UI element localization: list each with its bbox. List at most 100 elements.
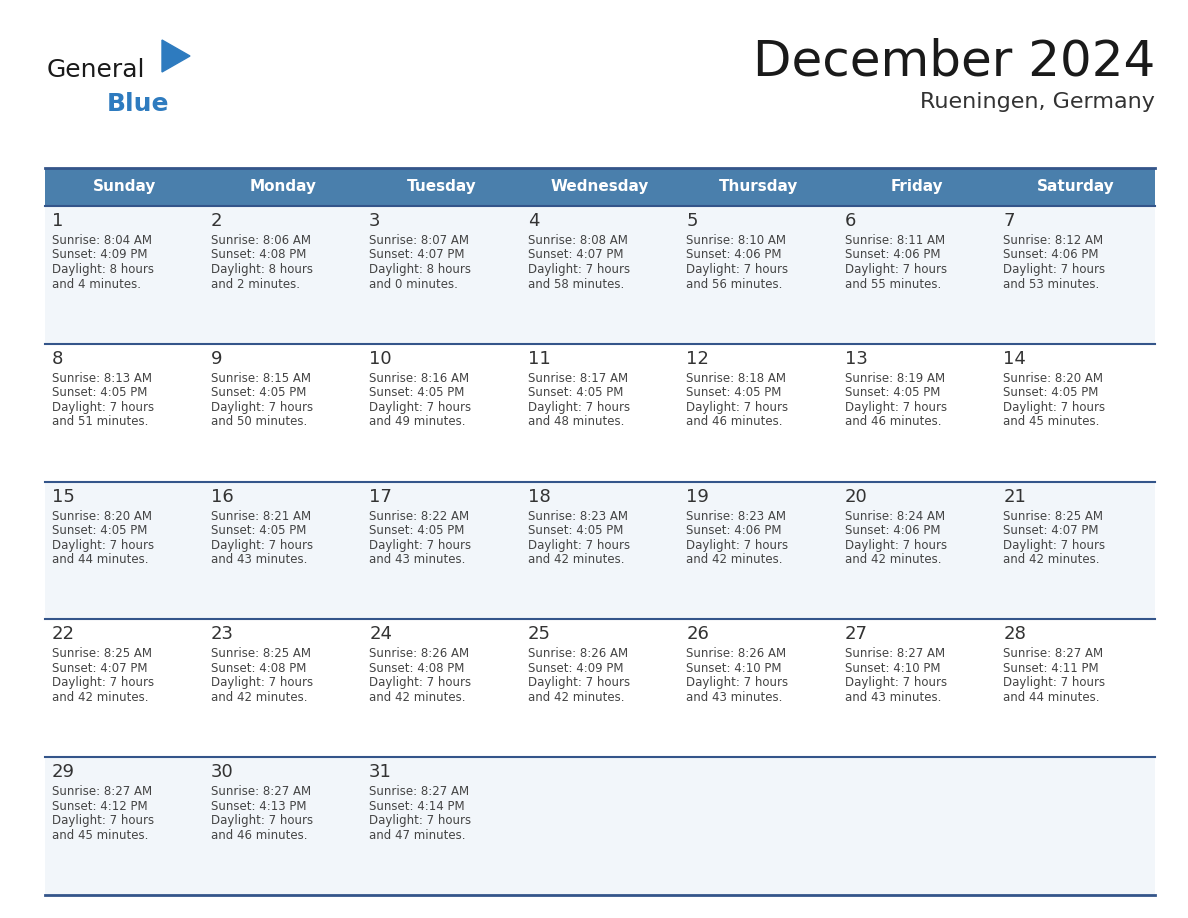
Text: Sunrise: 8:26 AM: Sunrise: 8:26 AM	[687, 647, 786, 660]
Text: Sunset: 4:07 PM: Sunset: 4:07 PM	[369, 249, 465, 262]
Text: Sunset: 4:05 PM: Sunset: 4:05 PM	[845, 386, 940, 399]
Text: and 50 minutes.: and 50 minutes.	[210, 415, 307, 429]
Text: Daylight: 7 hours: Daylight: 7 hours	[1004, 401, 1106, 414]
Text: Sunrise: 8:15 AM: Sunrise: 8:15 AM	[210, 372, 310, 385]
Text: Daylight: 7 hours: Daylight: 7 hours	[527, 677, 630, 689]
Bar	[680, 168, 838, 206]
Text: and 43 minutes.: and 43 minutes.	[210, 554, 307, 566]
Text: 6: 6	[845, 212, 857, 230]
Text: Sunset: 4:05 PM: Sunset: 4:05 PM	[210, 524, 307, 537]
Text: 24: 24	[369, 625, 392, 644]
Text: 1: 1	[52, 212, 63, 230]
Text: Sunrise: 8:27 AM: Sunrise: 8:27 AM	[369, 785, 469, 798]
Text: and 46 minutes.: and 46 minutes.	[687, 415, 783, 429]
Bar	[45, 482, 1155, 620]
Bar	[45, 168, 203, 206]
Text: 26: 26	[687, 625, 709, 644]
Text: Sunset: 4:12 PM: Sunset: 4:12 PM	[52, 800, 147, 812]
Text: Daylight: 7 hours: Daylight: 7 hours	[687, 263, 789, 276]
Text: Daylight: 7 hours: Daylight: 7 hours	[687, 677, 789, 689]
Text: Sunrise: 8:06 AM: Sunrise: 8:06 AM	[210, 234, 310, 247]
Text: 31: 31	[369, 763, 392, 781]
Text: and 47 minutes.: and 47 minutes.	[369, 829, 466, 842]
Text: Sunrise: 8:27 AM: Sunrise: 8:27 AM	[845, 647, 944, 660]
Text: Sunset: 4:06 PM: Sunset: 4:06 PM	[845, 524, 941, 537]
Text: Sunrise: 8:25 AM: Sunrise: 8:25 AM	[210, 647, 310, 660]
Text: and 56 minutes.: and 56 minutes.	[687, 277, 783, 290]
Text: Sunset: 4:05 PM: Sunset: 4:05 PM	[369, 386, 465, 399]
Text: and 45 minutes.: and 45 minutes.	[52, 829, 148, 842]
Text: and 42 minutes.: and 42 minutes.	[369, 691, 466, 704]
Text: Sunrise: 8:11 AM: Sunrise: 8:11 AM	[845, 234, 944, 247]
Text: Sunrise: 8:23 AM: Sunrise: 8:23 AM	[687, 509, 786, 522]
Text: Sunrise: 8:19 AM: Sunrise: 8:19 AM	[845, 372, 944, 385]
Text: Daylight: 8 hours: Daylight: 8 hours	[52, 263, 154, 276]
Text: and 42 minutes.: and 42 minutes.	[845, 554, 941, 566]
Text: December 2024: December 2024	[753, 38, 1155, 86]
Text: Sunrise: 8:20 AM: Sunrise: 8:20 AM	[52, 509, 152, 522]
Text: Sunset: 4:06 PM: Sunset: 4:06 PM	[845, 249, 941, 262]
Text: Sunrise: 8:27 AM: Sunrise: 8:27 AM	[210, 785, 311, 798]
Text: 22: 22	[52, 625, 75, 644]
Text: Sunrise: 8:07 AM: Sunrise: 8:07 AM	[369, 234, 469, 247]
Text: Daylight: 7 hours: Daylight: 7 hours	[369, 814, 472, 827]
Text: Blue: Blue	[107, 92, 170, 116]
Text: and 42 minutes.: and 42 minutes.	[527, 554, 624, 566]
Text: Sunset: 4:05 PM: Sunset: 4:05 PM	[527, 524, 623, 537]
Text: Daylight: 7 hours: Daylight: 7 hours	[845, 263, 947, 276]
Bar	[203, 168, 362, 206]
Text: Daylight: 8 hours: Daylight: 8 hours	[210, 263, 312, 276]
Text: Wednesday: Wednesday	[551, 180, 649, 195]
Text: Daylight: 7 hours: Daylight: 7 hours	[52, 814, 154, 827]
Text: Daylight: 7 hours: Daylight: 7 hours	[527, 401, 630, 414]
Text: Sunday: Sunday	[93, 180, 156, 195]
Text: 23: 23	[210, 625, 234, 644]
Text: and 0 minutes.: and 0 minutes.	[369, 277, 459, 290]
Text: 20: 20	[845, 487, 867, 506]
Text: Daylight: 7 hours: Daylight: 7 hours	[210, 814, 312, 827]
Text: and 55 minutes.: and 55 minutes.	[845, 277, 941, 290]
Text: Thursday: Thursday	[719, 180, 798, 195]
Text: Sunset: 4:10 PM: Sunset: 4:10 PM	[687, 662, 782, 675]
Text: Sunset: 4:05 PM: Sunset: 4:05 PM	[52, 524, 147, 537]
Text: Sunrise: 8:20 AM: Sunrise: 8:20 AM	[1004, 372, 1104, 385]
Text: 15: 15	[52, 487, 75, 506]
Text: and 48 minutes.: and 48 minutes.	[527, 415, 624, 429]
Text: Daylight: 7 hours: Daylight: 7 hours	[369, 401, 472, 414]
Text: Sunrise: 8:27 AM: Sunrise: 8:27 AM	[1004, 647, 1104, 660]
Text: Monday: Monday	[249, 180, 316, 195]
Text: Daylight: 7 hours: Daylight: 7 hours	[52, 539, 154, 552]
Bar	[997, 168, 1155, 206]
Text: 29: 29	[52, 763, 75, 781]
Text: Sunrise: 8:13 AM: Sunrise: 8:13 AM	[52, 372, 152, 385]
Text: 7: 7	[1004, 212, 1015, 230]
Text: Sunrise: 8:04 AM: Sunrise: 8:04 AM	[52, 234, 152, 247]
Text: Sunset: 4:05 PM: Sunset: 4:05 PM	[687, 386, 782, 399]
Text: 9: 9	[210, 350, 222, 368]
Text: Daylight: 7 hours: Daylight: 7 hours	[210, 401, 312, 414]
Bar	[45, 757, 1155, 895]
Text: 5: 5	[687, 212, 697, 230]
Text: Daylight: 7 hours: Daylight: 7 hours	[369, 539, 472, 552]
Text: Tuesday: Tuesday	[406, 180, 476, 195]
Text: Sunrise: 8:10 AM: Sunrise: 8:10 AM	[687, 234, 786, 247]
Text: Daylight: 7 hours: Daylight: 7 hours	[845, 677, 947, 689]
Text: Daylight: 7 hours: Daylight: 7 hours	[845, 539, 947, 552]
Text: Sunset: 4:13 PM: Sunset: 4:13 PM	[210, 800, 307, 812]
Text: Sunrise: 8:21 AM: Sunrise: 8:21 AM	[210, 509, 311, 522]
Text: Saturday: Saturday	[1037, 180, 1114, 195]
Text: 11: 11	[527, 350, 550, 368]
Text: Sunset: 4:05 PM: Sunset: 4:05 PM	[1004, 386, 1099, 399]
Text: Sunset: 4:10 PM: Sunset: 4:10 PM	[845, 662, 941, 675]
Text: Sunset: 4:06 PM: Sunset: 4:06 PM	[1004, 249, 1099, 262]
Text: Daylight: 7 hours: Daylight: 7 hours	[369, 677, 472, 689]
Text: Daylight: 7 hours: Daylight: 7 hours	[687, 401, 789, 414]
Text: 17: 17	[369, 487, 392, 506]
Text: Sunrise: 8:24 AM: Sunrise: 8:24 AM	[845, 509, 944, 522]
Text: 21: 21	[1004, 487, 1026, 506]
Text: Sunrise: 8:22 AM: Sunrise: 8:22 AM	[369, 509, 469, 522]
Text: 28: 28	[1004, 625, 1026, 644]
Text: Sunset: 4:08 PM: Sunset: 4:08 PM	[210, 249, 307, 262]
Text: and 42 minutes.: and 42 minutes.	[210, 691, 307, 704]
Text: 13: 13	[845, 350, 867, 368]
